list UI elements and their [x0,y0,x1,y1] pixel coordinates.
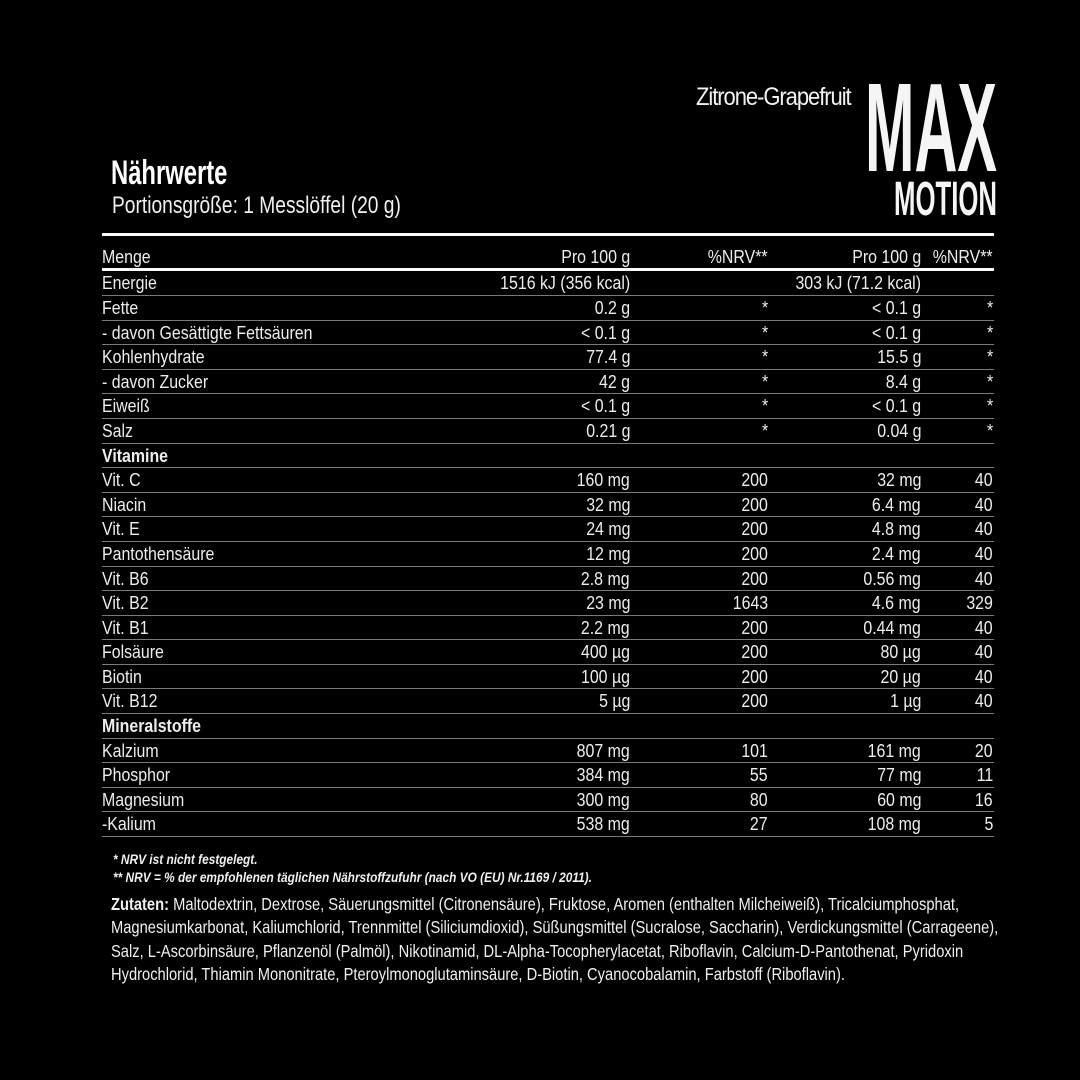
svg-text:MOTION: MOTION [894,173,997,226]
